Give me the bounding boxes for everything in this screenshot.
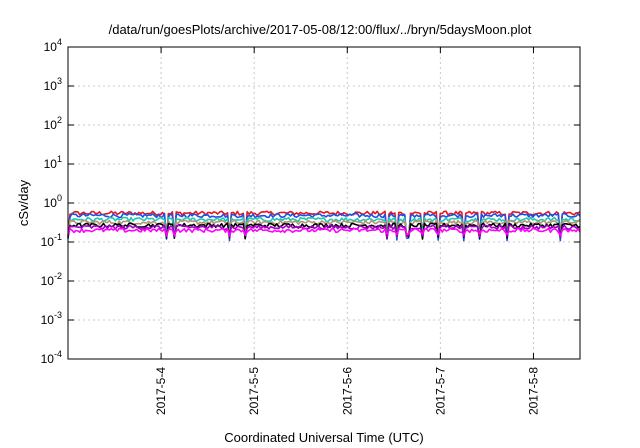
- series-line: [67, 210, 581, 239]
- x-tick-label: 2017-5-4: [154, 367, 168, 415]
- series-line: [67, 227, 581, 237]
- y-tick-label: 100: [44, 193, 62, 210]
- x-axis-label: Coordinated Universal Time (UTC): [224, 430, 423, 445]
- y-axis: 104 103 102 101 100 10-1 10-2 10-3 10-4: [41, 37, 580, 366]
- series-line: [67, 219, 581, 239]
- y-tick-label: 104: [44, 37, 62, 54]
- series-line: [67, 212, 581, 242]
- y-tick-label: 10-1: [41, 232, 62, 249]
- y-tick-label: 10-4: [41, 349, 62, 366]
- series-line: [67, 224, 581, 239]
- x-tick-label: 2017-5-7: [433, 367, 447, 415]
- x-tick-label: 2017-5-6: [340, 367, 354, 415]
- y-tick-label: 103: [44, 76, 62, 93]
- y-axis-label: cSv/day: [16, 179, 31, 226]
- grid-lines: [68, 46, 580, 360]
- x-axis: 2017-5-4 2017-5-5 2017-5-6 2017-5-7 2017-5-8: [154, 47, 540, 415]
- chart-title: /data/run/goesPlots/archive/2017-05-08/1…: [109, 22, 532, 37]
- y-tick-label: 101: [44, 154, 62, 171]
- y-tick-label: 102: [44, 115, 62, 132]
- series-lines: [67, 210, 581, 242]
- x-tick-label: 2017-5-8: [526, 367, 540, 415]
- y-tick-label: 10-3: [41, 310, 62, 327]
- series-line: [67, 216, 581, 239]
- x-tick-label: 2017-5-5: [247, 367, 261, 415]
- y-tick-label: 10-2: [41, 271, 62, 288]
